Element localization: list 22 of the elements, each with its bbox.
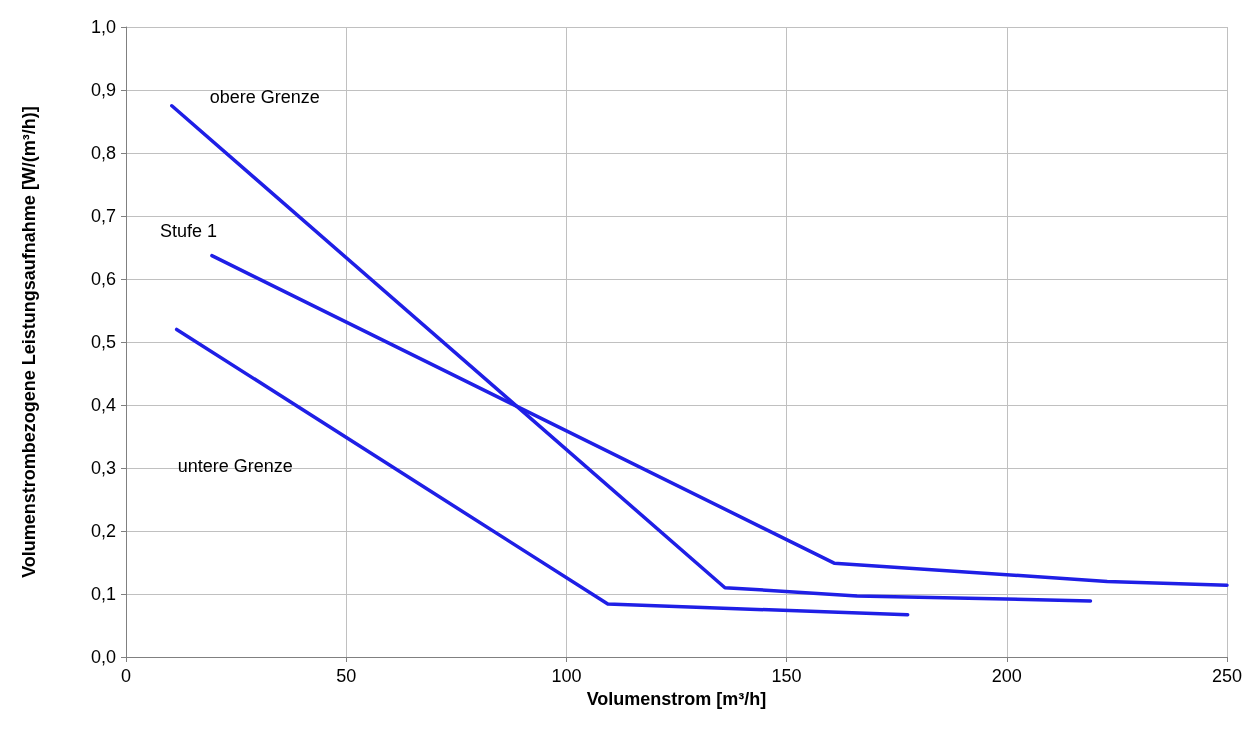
y-tick-label: 0,0 — [90, 647, 116, 667]
y-tick-label: 0,6 — [90, 269, 116, 289]
y-tick-label: 0,2 — [90, 521, 116, 541]
x-tick-label: 200 — [991, 666, 1022, 686]
text: untere Grenze — [177, 456, 293, 477]
x-tick-label: 250 — [1211, 666, 1243, 686]
series-label: obere Grenze — [209, 86, 320, 107]
x-tick-label: 150 — [771, 666, 802, 686]
y-tick-label: 0,9 — [90, 80, 116, 100]
x-tick-label: 100 — [551, 666, 582, 686]
x-axis-title: Volumenstrom [m³/h] — [586, 688, 767, 709]
x-tick-label: 0 — [120, 666, 132, 686]
x-tick-label: 50 — [336, 666, 357, 686]
y-tick-label: 1,0 — [90, 17, 116, 37]
y-tick-label: 0,1 — [90, 584, 116, 604]
y-axis-title: Volumenstrombezogene Leistungsaufnahme [W/(m³/h)] — [19, 106, 39, 578]
y-tick-label: 0,8 — [90, 143, 116, 163]
y-tick-label: 0,5 — [90, 332, 116, 352]
y-tick-label: 0,3 — [90, 458, 116, 478]
y-tick-label: 0,4 — [90, 395, 116, 415]
series-label: Stufe 1 — [159, 220, 217, 241]
y-tick-label: 0,7 — [90, 206, 116, 226]
